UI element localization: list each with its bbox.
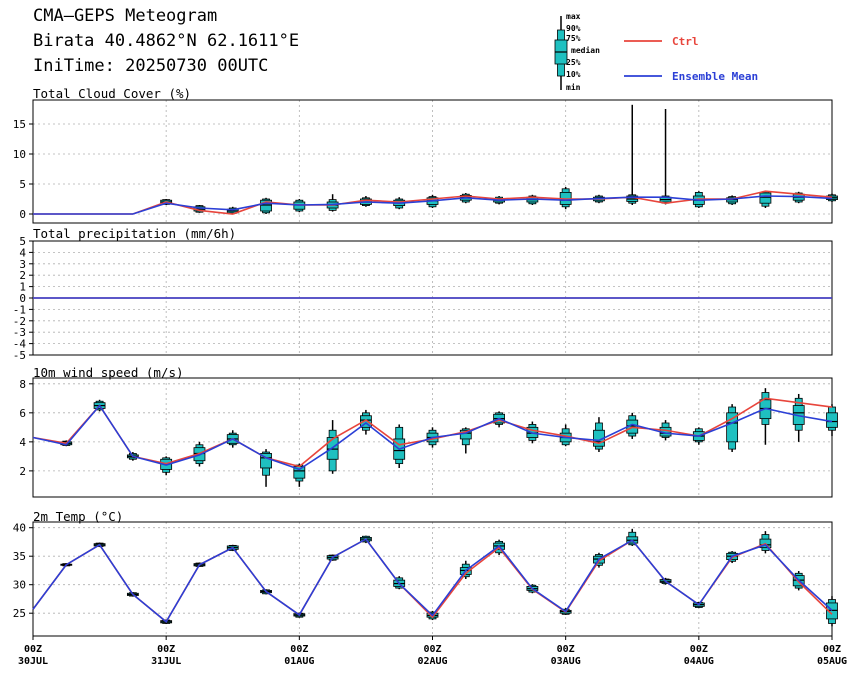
panel-temp: 25 30 35 40 xyxy=(13,521,838,637)
chart-title: CMA—GEPS Meteogram xyxy=(33,6,218,26)
key-label: median xyxy=(571,45,600,55)
box-group xyxy=(60,528,838,627)
x-tick-label-date: 01AUG xyxy=(284,656,314,667)
y-tick-label: 8 xyxy=(19,378,26,391)
key-label: min xyxy=(566,82,581,92)
key-label: 25% xyxy=(566,58,581,67)
x-tick-label-date: 30JUL xyxy=(18,656,48,667)
x-tick-label-hour: 00Z xyxy=(823,644,841,655)
y-tick-label: 15 xyxy=(13,118,26,131)
box-25-75 xyxy=(759,192,772,204)
box-key: max 90%75% median 25% 10% min xyxy=(554,12,600,92)
mean-line-wind xyxy=(32,404,833,471)
box-25-75 xyxy=(360,415,372,428)
box-wind xyxy=(726,404,739,453)
x-tick-label-date: 04AUG xyxy=(684,656,714,667)
y-tick-label: -2 xyxy=(13,315,26,328)
y-tick-label: 30 xyxy=(13,579,26,592)
x-tick-label-date: 03AUG xyxy=(551,656,581,667)
key-label: 10% xyxy=(566,70,581,79)
legend-label: Ensemble Mean xyxy=(672,70,758,83)
x-tick-label-hour: 00Z xyxy=(290,644,308,655)
panel-wind: 2 4 6 8 xyxy=(19,377,838,498)
y-tick-label: -3 xyxy=(13,326,26,339)
box-cloud xyxy=(759,190,772,208)
x-tick-label-date: 02AUG xyxy=(417,656,447,667)
init-time-label: IniTime: 20250730 00UTC xyxy=(33,56,269,76)
panel-cloud: 0 5 10 15 xyxy=(13,99,838,224)
x-tick-label-hour: 00Z xyxy=(24,644,42,655)
y-tick-label: 6 xyxy=(19,407,26,420)
y-tick-label: 4 xyxy=(19,246,26,259)
box-cloud xyxy=(626,104,639,205)
key-label: 75% xyxy=(566,34,581,43)
box-wind xyxy=(260,449,272,487)
key-label: 90% xyxy=(566,24,581,33)
box-cloud xyxy=(326,194,339,212)
y-tick-label: 2 xyxy=(19,465,26,478)
y-tick-label: 0 xyxy=(19,208,26,221)
ctrl-line-temp xyxy=(32,538,833,623)
x-tick-label-date: 05AUG xyxy=(817,656,847,667)
box-wind xyxy=(792,393,805,442)
y-tick-label: 0 xyxy=(19,292,26,305)
y-tick-label: 40 xyxy=(13,522,26,535)
box-group xyxy=(60,388,838,487)
y-tick-label: -5 xyxy=(13,349,26,362)
box-cloud xyxy=(260,197,272,214)
x-tick-label-hour: 00Z xyxy=(690,644,708,655)
key-label: max xyxy=(566,12,581,21)
x-tick-label-hour: 00Z xyxy=(557,644,575,655)
y-tick-label: 35 xyxy=(13,550,26,563)
box-wind xyxy=(759,388,772,445)
panel-title-wind: 10m wind speed (m/s) xyxy=(33,365,184,380)
location-label: Birata 40.4862°N 62.1611°E xyxy=(33,31,300,51)
box-cloud xyxy=(659,109,672,205)
y-tick-label: 1 xyxy=(19,281,26,294)
panel-title-cloud: Total Cloud Cover (%) xyxy=(33,86,192,101)
panel-title-precip: Total precipitation (mm/6h) xyxy=(33,226,237,241)
x-tick-label-hour: 00Z xyxy=(423,644,441,655)
y-tick-label: 25 xyxy=(13,607,26,620)
y-tick-label: 5 xyxy=(19,235,26,248)
panel-frame xyxy=(32,99,833,224)
y-tick-label: 5 xyxy=(19,178,26,191)
box-wind xyxy=(593,417,605,453)
y-tick-label: 10 xyxy=(13,148,26,161)
y-tick-label: 4 xyxy=(19,436,26,449)
y-tick-label: -4 xyxy=(13,338,27,351)
x-tick-label-date: 31JUL xyxy=(151,656,181,667)
ctrl-line-cloud xyxy=(33,190,833,215)
box-cloud xyxy=(726,195,739,205)
legend: Ctrl Ensemble Mean xyxy=(624,35,758,83)
y-tick-label: 2 xyxy=(19,269,26,282)
x-tick-label-hour: 00Z xyxy=(157,644,175,655)
box-25-75 xyxy=(260,453,272,469)
box-25-75 xyxy=(726,412,739,443)
y-tick-label: 3 xyxy=(19,258,26,271)
mean-line-temp xyxy=(32,538,833,623)
panel-title-temp: 2m Temp (°C) xyxy=(33,509,124,524)
legend-label: Ctrl xyxy=(672,35,699,48)
mean-line-cloud xyxy=(33,195,833,215)
y-tick-label: -1 xyxy=(13,303,26,316)
